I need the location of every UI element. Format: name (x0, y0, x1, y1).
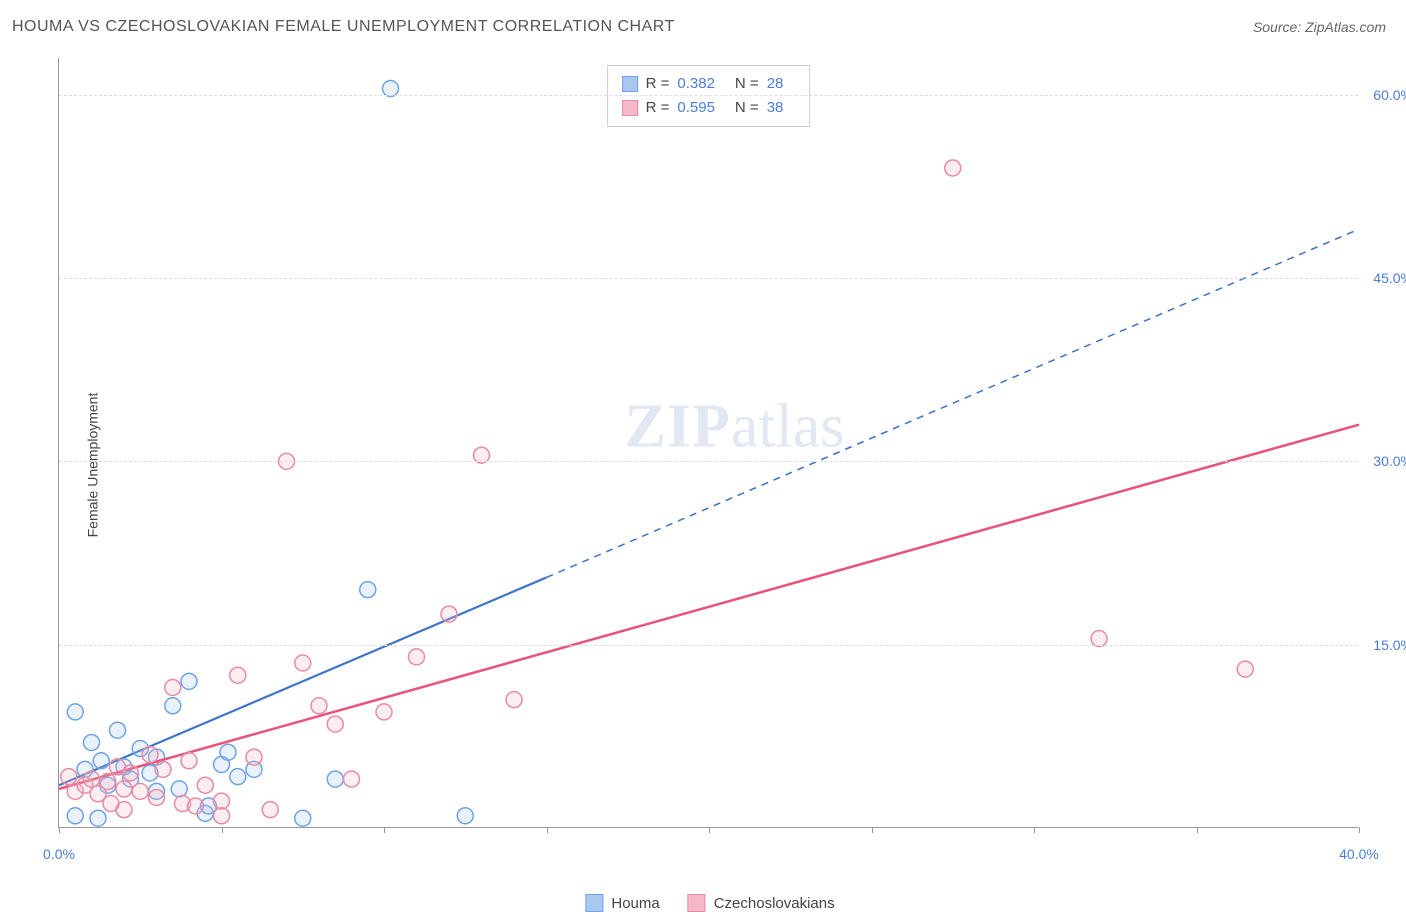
plot-region: ZIPatlas R =0.382N =28R =0.595N =38 15.0… (58, 58, 1358, 828)
data-point-czech (1237, 661, 1253, 677)
data-point-czech (311, 698, 327, 714)
data-point-czech (142, 747, 158, 763)
x-tick (1359, 827, 1360, 833)
y-tick-label: 60.0% (1373, 87, 1406, 103)
x-tick (547, 827, 548, 833)
data-point-czech (84, 771, 100, 787)
x-tick-label: 0.0% (43, 846, 75, 862)
data-point-houma (171, 781, 187, 797)
data-point-czech (165, 679, 181, 695)
data-point-czech (376, 704, 392, 720)
data-point-houma (327, 771, 343, 787)
data-point-czech (214, 793, 230, 809)
bottom-legend: Houma Czechoslovakians (585, 894, 834, 912)
data-point-czech (945, 160, 961, 176)
legend-label: Houma (611, 895, 659, 912)
data-point-houma (360, 582, 376, 598)
trend-line-houma (59, 577, 547, 785)
x-tick-label: 40.0% (1339, 846, 1379, 862)
data-point-czech (262, 802, 278, 818)
grid-line (59, 461, 1358, 462)
swatch-icon (688, 894, 706, 912)
y-tick-label: 45.0% (1373, 270, 1406, 286)
chart-svg (59, 58, 1359, 828)
data-point-houma (90, 810, 106, 826)
x-tick (1034, 827, 1035, 833)
chart-area: Female Unemployment ZIPatlas R =0.382N =… (30, 50, 1390, 880)
x-tick (872, 827, 873, 833)
legend-label: Czechoslovakians (714, 895, 835, 912)
data-point-czech (344, 771, 360, 787)
data-point-czech (155, 761, 171, 777)
x-tick (1197, 827, 1198, 833)
data-point-czech (506, 692, 522, 708)
data-point-czech (246, 749, 262, 765)
chart-title: HOUMA VS CZECHOSLOVAKIAN FEMALE UNEMPLOY… (12, 18, 675, 36)
data-point-houma (220, 744, 236, 760)
data-point-houma (181, 673, 197, 689)
x-tick (384, 827, 385, 833)
data-point-houma (67, 704, 83, 720)
data-point-czech (214, 808, 230, 824)
data-point-czech (230, 667, 246, 683)
data-point-czech (61, 769, 77, 785)
data-point-houma (84, 734, 100, 750)
legend-item: Czechoslovakians (688, 894, 835, 912)
data-point-czech (327, 716, 343, 732)
data-point-czech (441, 606, 457, 622)
data-point-czech (149, 789, 165, 805)
x-tick (709, 827, 710, 833)
data-point-czech (103, 796, 119, 812)
data-point-czech (197, 777, 213, 793)
data-point-czech (409, 649, 425, 665)
chart-header: HOUMA VS CZECHOSLOVAKIAN FEMALE UNEMPLOY… (0, 0, 1406, 46)
grid-line (59, 95, 1358, 96)
data-point-houma (165, 698, 181, 714)
grid-line (59, 645, 1358, 646)
x-tick (222, 827, 223, 833)
trend-line-dash-houma (547, 229, 1360, 577)
data-point-czech (181, 753, 197, 769)
data-point-houma (295, 810, 311, 826)
chart-source: Source: ZipAtlas.com (1253, 19, 1386, 35)
data-point-czech (123, 765, 139, 781)
data-point-houma (457, 808, 473, 824)
trend-line-czech (59, 425, 1359, 789)
x-tick (59, 827, 60, 833)
y-tick-label: 30.0% (1373, 453, 1406, 469)
data-point-czech (295, 655, 311, 671)
data-point-czech (116, 781, 132, 797)
data-point-houma (93, 753, 109, 769)
swatch-icon (585, 894, 603, 912)
data-point-czech (188, 798, 204, 814)
data-point-czech (132, 783, 148, 799)
data-point-houma (110, 722, 126, 738)
y-tick-label: 15.0% (1373, 637, 1406, 653)
legend-item: Houma (585, 894, 659, 912)
grid-line (59, 278, 1358, 279)
data-point-czech (100, 774, 116, 790)
data-point-houma (230, 769, 246, 785)
data-point-houma (67, 808, 83, 824)
